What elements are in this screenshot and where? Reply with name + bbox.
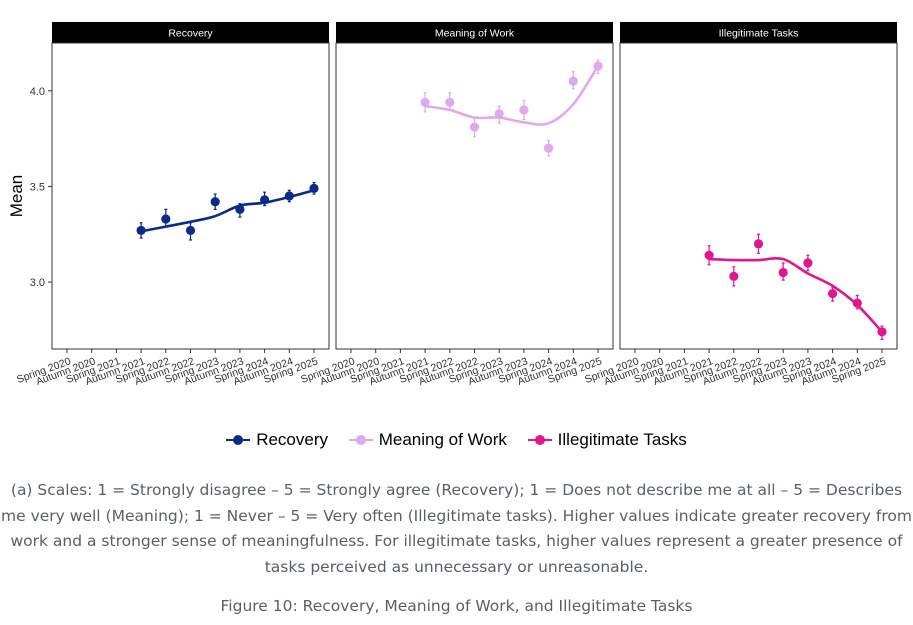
trend-line-meaning-of-work (423, 64, 600, 126)
legend-item-illegitimate-tasks[interactable]: Illegitimate Tasks (527, 430, 687, 450)
legend-marker-recovery (226, 433, 251, 447)
y-axis-title: Mean (7, 175, 26, 218)
data-point-recovery-spring-2025 (309, 183, 319, 193)
data-point-recovery-spring-2024 (260, 195, 270, 205)
data-point-meaning-of-work-spring-2024 (544, 143, 554, 153)
data-point-meaning-of-work-spring-2025 (593, 61, 603, 71)
legend: Recovery Meaning of Work Illegitimate Ta… (0, 430, 913, 452)
data-point-illegitimate-tasks-autumn-2021 (704, 250, 714, 260)
data-point-recovery-autumn-2023 (235, 204, 245, 214)
panel-frame-meaning-of-work (335, 42, 614, 350)
y-tick-label: 3.5 (30, 181, 45, 193)
panel-strip-meaning-of-work (336, 22, 613, 43)
legend-label-illegitimate-tasks: Illegitimate Tasks (557, 430, 687, 449)
data-point-meaning-of-work-autumn-2023 (519, 105, 529, 115)
y-tick-label: 3.0 (30, 277, 45, 289)
data-point-recovery-autumn-2022 (185, 225, 196, 236)
figure-caption: (a) Scales: 1 = Strongly disagree – 5 = … (1, 481, 912, 576)
data-point-illegitimate-tasks-spring-2022 (729, 271, 739, 281)
data-point-recovery-autumn-2021 (136, 225, 146, 236)
data-point-recovery-spring-2022 (161, 214, 171, 224)
data-point-recovery-spring-2023 (210, 197, 220, 207)
panel-title-recovery: Recovery (168, 28, 213, 40)
panel-title-illegitimate-tasks: Illegitimate Tasks (719, 28, 799, 40)
data-point-illegitimate-tasks-autumn-2024 (852, 298, 862, 308)
data-point-meaning-of-work-autumn-2024 (568, 76, 578, 86)
figure-title: Figure 10: Recovery, Meaning of Work, an… (220, 597, 693, 615)
legend-marker-illegitimate-tasks (527, 433, 552, 447)
data-point-meaning-of-work-spring-2023 (494, 109, 504, 119)
legend-item-meaning-of-work[interactable]: Meaning of Work (348, 430, 507, 450)
legend-marker-meaning-of-work (348, 433, 373, 447)
panel-title-meaning-of-work: Meaning of Work (435, 28, 515, 40)
data-point-illegitimate-tasks-autumn-2023 (803, 258, 813, 268)
data-point-meaning-of-work-spring-2022 (445, 97, 455, 107)
data-point-illegitimate-tasks-spring-2024 (828, 288, 838, 299)
y-tick-label: 4.0 (30, 86, 45, 98)
data-point-illegitimate-tasks-autumn-2022 (753, 239, 764, 249)
legend-item-recovery[interactable]: Recovery (226, 430, 328, 450)
panel-strip-illegitimate-tasks (620, 22, 897, 43)
data-point-illegitimate-tasks-spring-2025 (877, 327, 887, 337)
legend-label-meaning-of-work: Meaning of Work (378, 430, 507, 449)
data-point-meaning-of-work-autumn-2022 (469, 122, 480, 132)
data-point-recovery-autumn-2024 (284, 191, 294, 201)
panel-strip-recovery (52, 22, 329, 43)
data-point-illegitimate-tasks-spring-2023 (778, 267, 788, 278)
data-point-meaning-of-work-autumn-2021 (420, 97, 430, 107)
legend-label-recovery: Recovery (256, 430, 328, 449)
